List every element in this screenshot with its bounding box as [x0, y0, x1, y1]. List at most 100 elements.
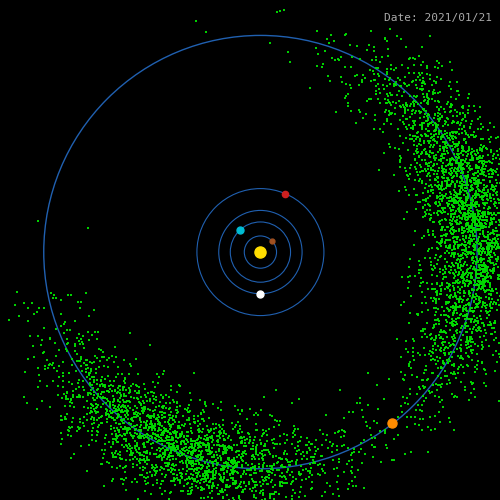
Point	[236, 426, 244, 434]
Point	[220, 474, 228, 482]
Point	[478, 143, 486, 151]
Point	[464, 300, 472, 308]
Point	[118, 442, 126, 450]
Point	[104, 387, 112, 395]
Point	[132, 456, 140, 464]
Point	[404, 172, 412, 180]
Point	[391, 110, 399, 118]
Point	[204, 444, 212, 452]
Point	[184, 479, 192, 487]
Point	[462, 187, 470, 195]
Point	[458, 240, 466, 248]
Point	[427, 211, 435, 219]
Point	[248, 451, 256, 459]
Point	[454, 262, 462, 270]
Point	[456, 214, 464, 222]
Point	[430, 132, 438, 140]
Point	[333, 478, 341, 486]
Point	[440, 222, 448, 230]
Point	[207, 434, 215, 442]
Point	[150, 467, 158, 475]
Point	[128, 451, 136, 459]
Point	[466, 308, 473, 316]
Point	[466, 202, 474, 210]
Point	[420, 112, 428, 120]
Point	[454, 260, 462, 268]
Point	[450, 202, 458, 210]
Point	[456, 190, 464, 198]
Point	[457, 156, 465, 164]
Point	[150, 430, 158, 438]
Point	[442, 177, 450, 185]
Point	[296, 488, 304, 496]
Point	[470, 108, 478, 116]
Point	[118, 455, 126, 463]
Point	[122, 424, 130, 432]
Point	[491, 234, 499, 242]
Point	[436, 146, 444, 154]
Point	[460, 305, 468, 313]
Point	[436, 240, 444, 248]
Point	[472, 154, 480, 162]
Point	[434, 386, 442, 394]
Point	[376, 58, 384, 66]
Point	[482, 200, 490, 208]
Point	[491, 367, 499, 375]
Point	[420, 384, 428, 392]
Point	[479, 272, 487, 280]
Point	[482, 233, 490, 241]
Point	[435, 130, 443, 138]
Point	[418, 120, 426, 128]
Point	[452, 304, 460, 312]
Point	[100, 450, 108, 458]
Point	[482, 277, 490, 285]
Point	[470, 312, 478, 320]
Point	[437, 152, 445, 160]
Point	[412, 205, 420, 213]
Point	[450, 228, 458, 236]
Point	[162, 462, 170, 470]
Point	[486, 210, 494, 218]
Point	[360, 484, 368, 492]
Point	[40, 348, 48, 356]
Point	[442, 232, 450, 240]
Point	[163, 456, 171, 464]
Point	[436, 374, 444, 382]
Point	[426, 148, 434, 156]
Point	[156, 418, 164, 426]
Point	[249, 462, 257, 470]
Point	[64, 395, 72, 403]
Point	[434, 89, 442, 97]
Point	[436, 408, 444, 416]
Point	[148, 424, 156, 432]
Point	[482, 263, 490, 271]
Point	[452, 302, 460, 310]
Point	[478, 196, 486, 203]
Point	[478, 168, 486, 176]
Point	[471, 362, 479, 370]
Point	[436, 320, 444, 328]
Point	[126, 404, 134, 412]
Point	[486, 220, 494, 228]
Point	[279, 463, 287, 471]
Point	[122, 392, 130, 400]
Point	[236, 438, 244, 446]
Point	[134, 444, 142, 452]
Point	[276, 472, 284, 480]
Point	[115, 426, 123, 434]
Point	[452, 320, 460, 328]
Point	[456, 270, 464, 278]
Point	[253, 481, 261, 489]
Point	[446, 286, 454, 294]
Point	[178, 428, 186, 436]
Point	[444, 248, 452, 256]
Point	[58, 310, 66, 318]
Point	[259, 486, 267, 494]
Point	[120, 480, 128, 488]
Point	[479, 222, 487, 230]
Point	[416, 107, 424, 115]
Point	[151, 464, 159, 471]
Point	[20, 393, 28, 401]
Point	[93, 408, 101, 416]
Point	[133, 382, 141, 390]
